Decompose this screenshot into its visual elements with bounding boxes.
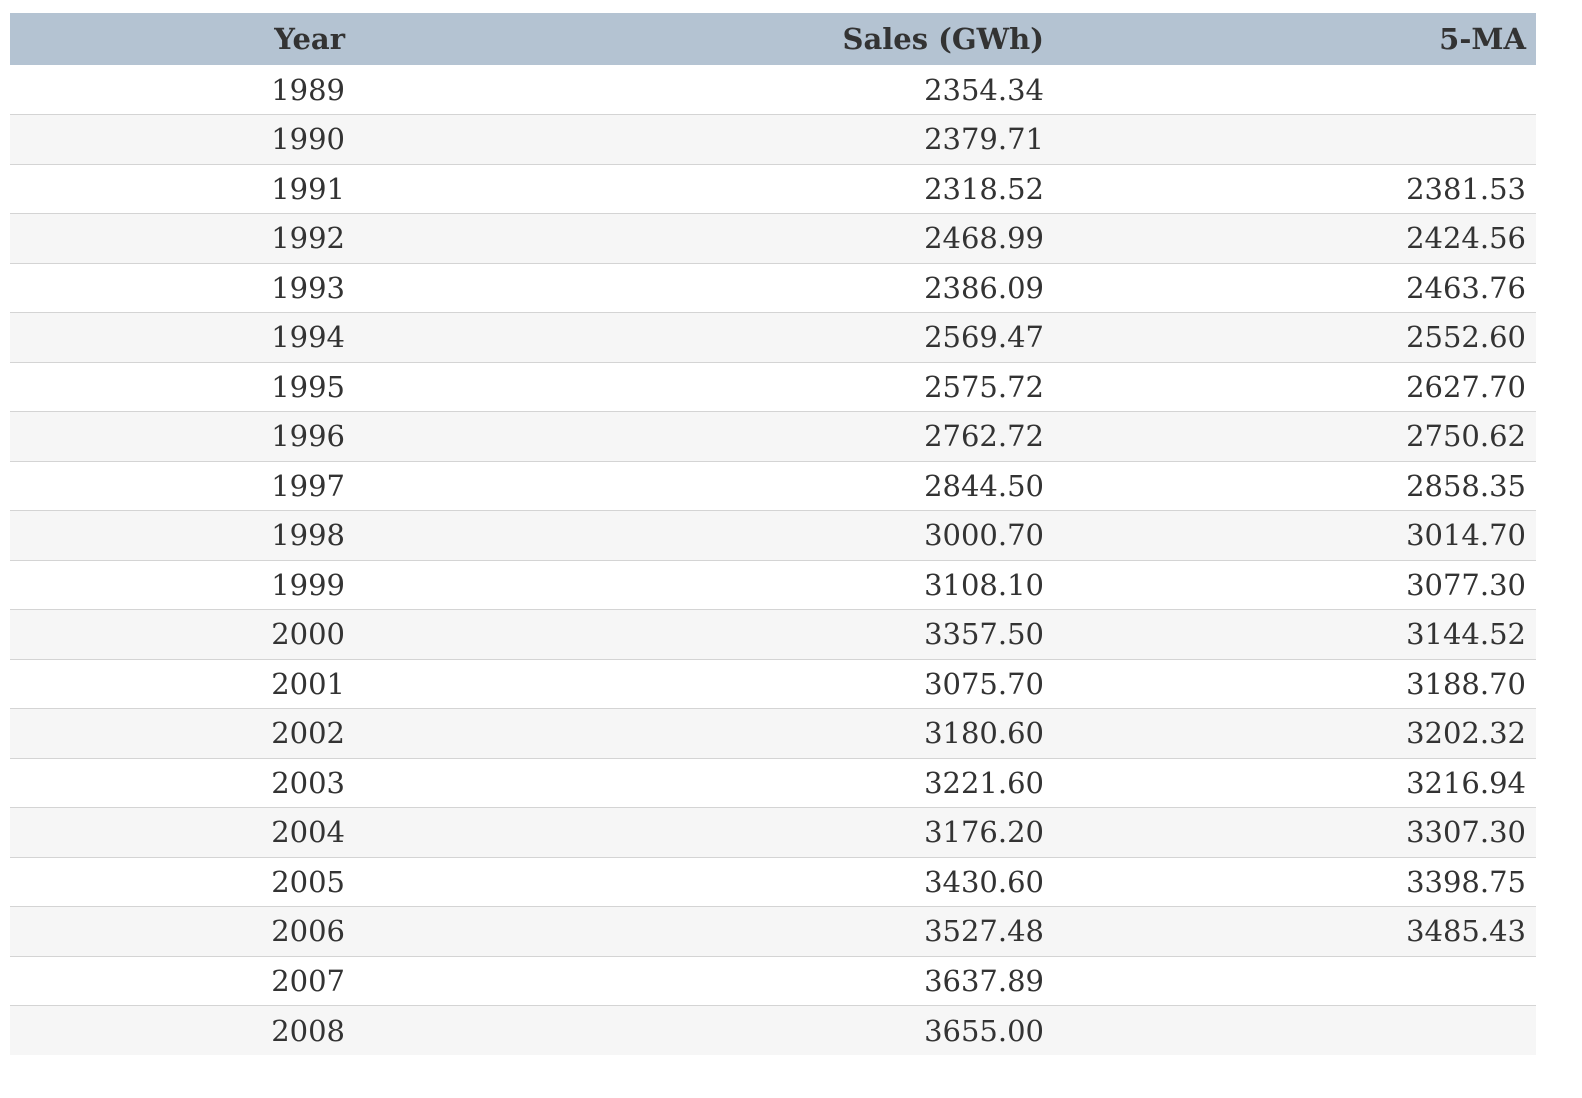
cell-sales: 3180.60 bbox=[924, 716, 1044, 751]
table-row: 1989 2354.34 bbox=[10, 65, 1536, 115]
cell-moving-average: 2627.70 bbox=[1406, 369, 1526, 404]
cell-sales: 2379.71 bbox=[924, 122, 1044, 157]
cell-moving-average: 3216.94 bbox=[1406, 765, 1526, 800]
table-row: 1990 2379.71 bbox=[10, 114, 1536, 165]
cell-sales: 2569.47 bbox=[924, 320, 1044, 355]
cell-year: 1992 bbox=[271, 221, 345, 256]
cell-sales: 3527.48 bbox=[924, 914, 1044, 949]
cell-year: 2004 bbox=[271, 815, 345, 850]
header-row: Year Sales (GWh) 5-MA bbox=[10, 13, 1536, 65]
table-row: 1998 3000.70 3014.70 bbox=[10, 510, 1536, 560]
cell-year: 1995 bbox=[271, 369, 345, 404]
cell-year: 1996 bbox=[271, 419, 345, 454]
table-row: 2004 3176.20 3307.30 bbox=[10, 807, 1536, 857]
cell-year: 1993 bbox=[271, 270, 345, 305]
cell-year: 1994 bbox=[271, 320, 345, 355]
cell-sales: 3655.00 bbox=[924, 1013, 1044, 1048]
cell-year: 2003 bbox=[271, 765, 345, 800]
cell-sales: 3430.60 bbox=[924, 864, 1044, 899]
cell-sales: 3176.20 bbox=[924, 815, 1044, 850]
table-row: 2006 3527.48 3485.43 bbox=[10, 906, 1536, 956]
header-sales: Sales (GWh) bbox=[842, 22, 1045, 56]
header-year: Year bbox=[274, 22, 345, 56]
table-row: 2005 3430.60 3398.75 bbox=[10, 857, 1536, 907]
cell-moving-average: 3398.75 bbox=[1406, 864, 1526, 899]
cell-moving-average: 3014.70 bbox=[1406, 518, 1526, 553]
table-row: 2008 3655.00 bbox=[10, 1005, 1536, 1056]
table-row: 1996 2762.72 2750.62 bbox=[10, 411, 1536, 461]
cell-moving-average: 2463.76 bbox=[1406, 270, 1526, 305]
cell-moving-average: 2381.53 bbox=[1406, 171, 1526, 206]
cell-moving-average bbox=[1044, 65, 1536, 115]
cell-moving-average bbox=[1044, 1006, 1536, 1056]
cell-moving-average: 2750.62 bbox=[1406, 419, 1526, 454]
cell-sales: 2762.72 bbox=[924, 419, 1044, 454]
cell-year: 2000 bbox=[271, 617, 345, 652]
cell-moving-average: 3485.43 bbox=[1406, 914, 1526, 949]
cell-sales: 2354.34 bbox=[924, 72, 1044, 107]
cell-sales: 2468.99 bbox=[924, 221, 1044, 256]
cell-sales: 2386.09 bbox=[924, 270, 1044, 305]
cell-moving-average: 2858.35 bbox=[1406, 468, 1526, 503]
table-row: 1992 2468.99 2424.56 bbox=[10, 213, 1536, 263]
cell-sales: 3075.70 bbox=[924, 666, 1044, 701]
cell-year: 2002 bbox=[271, 716, 345, 751]
cell-year: 2001 bbox=[271, 666, 345, 701]
cell-sales: 2318.52 bbox=[924, 171, 1044, 206]
table-row: 1994 2569.47 2552.60 bbox=[10, 312, 1536, 362]
table-header: Year Sales (GWh) 5-MA bbox=[10, 13, 1536, 65]
cell-year: 2006 bbox=[271, 914, 345, 949]
cell-year: 2008 bbox=[271, 1013, 345, 1048]
header-moving-average: 5-MA bbox=[1439, 22, 1526, 56]
cell-year: 1989 bbox=[271, 72, 345, 107]
cell-year: 1998 bbox=[271, 518, 345, 553]
cell-moving-average bbox=[1044, 956, 1536, 1006]
table-row: 2000 3357.50 3144.52 bbox=[10, 609, 1536, 659]
table-row: 2001 3075.70 3188.70 bbox=[10, 659, 1536, 709]
sales-moving-average-table: Year Sales (GWh) 5-MA 1989 2354.34 1990 237… bbox=[10, 13, 1536, 1055]
table-body: 1989 2354.34 1990 2379.71 1991 2318.52 2381.53… bbox=[10, 65, 1536, 1055]
cell-moving-average bbox=[1044, 115, 1536, 165]
table-row: 1997 2844.50 2858.35 bbox=[10, 461, 1536, 511]
cell-sales: 2844.50 bbox=[924, 468, 1044, 503]
table-row: 1993 2386.09 2463.76 bbox=[10, 263, 1536, 313]
cell-moving-average: 3202.32 bbox=[1406, 716, 1526, 751]
cell-moving-average: 3188.70 bbox=[1406, 666, 1526, 701]
cell-sales: 3637.89 bbox=[924, 963, 1044, 998]
cell-moving-average: 3307.30 bbox=[1406, 815, 1526, 850]
table-row: 2007 3637.89 bbox=[10, 956, 1536, 1006]
cell-sales: 3221.60 bbox=[924, 765, 1044, 800]
table-row: 2002 3180.60 3202.32 bbox=[10, 708, 1536, 758]
cell-year: 1990 bbox=[271, 122, 345, 157]
table-row: 1995 2575.72 2627.70 bbox=[10, 362, 1536, 412]
cell-year: 2005 bbox=[271, 864, 345, 899]
cell-sales: 3108.10 bbox=[924, 567, 1044, 602]
cell-moving-average: 3077.30 bbox=[1406, 567, 1526, 602]
cell-year: 1997 bbox=[271, 468, 345, 503]
cell-year: 2007 bbox=[271, 963, 345, 998]
cell-sales: 3000.70 bbox=[924, 518, 1044, 553]
cell-year: 1999 bbox=[271, 567, 345, 602]
sales-table-container: Year Sales (GWh) 5-MA 1989 2354.34 1990 237… bbox=[10, 13, 1536, 1055]
table-row: 1991 2318.52 2381.53 bbox=[10, 164, 1536, 214]
cell-moving-average: 2552.60 bbox=[1406, 320, 1526, 355]
cell-sales: 3357.50 bbox=[924, 617, 1044, 652]
table-row: 2003 3221.60 3216.94 bbox=[10, 758, 1536, 808]
cell-year: 1991 bbox=[271, 171, 345, 206]
cell-moving-average: 3144.52 bbox=[1406, 617, 1526, 652]
cell-sales: 2575.72 bbox=[924, 369, 1044, 404]
table-row: 1999 3108.10 3077.30 bbox=[10, 560, 1536, 610]
cell-moving-average: 2424.56 bbox=[1406, 221, 1526, 256]
